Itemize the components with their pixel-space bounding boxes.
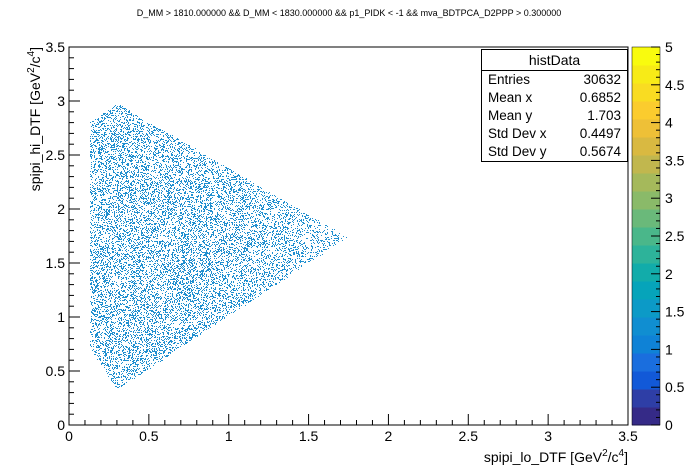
x-tick-label: 2 <box>385 428 393 444</box>
stats-label: Mean x <box>488 90 533 105</box>
stats-label: Std Dev x <box>488 126 547 141</box>
colorbar-segment <box>632 245 660 264</box>
y-tick-label: 1 <box>57 309 65 325</box>
colorbar-segment <box>632 47 660 66</box>
colorbar-segment <box>632 335 660 354</box>
plot-frame <box>68 46 629 426</box>
colorbar-tick-label: 3 <box>665 190 673 206</box>
stats-label: Std Dev y <box>488 144 547 159</box>
y-tick-label: 0 <box>57 417 65 433</box>
colorbar-segment <box>632 155 660 174</box>
y-tick-label: 2.5 <box>46 147 66 163</box>
colorbar-tick-label: 4 <box>665 115 673 131</box>
colorbar-segment <box>632 281 660 300</box>
stats-value: 0.5674 <box>579 144 621 159</box>
stats-box: histData Entries 30632 Mean x 0.6852 Mea… <box>481 49 628 162</box>
x-tick-label: 1.5 <box>299 428 319 444</box>
colorbar-tick-label: 2 <box>665 266 673 282</box>
stats-value: 0.4497 <box>579 126 621 141</box>
colorbar-segment <box>632 119 660 138</box>
stats-row-mean-x: Mean x 0.6852 <box>482 89 627 107</box>
colorbar-tick-label: 5 <box>665 39 673 55</box>
stats-label: Entries <box>488 72 531 87</box>
y-tick-label: 3 <box>57 93 65 109</box>
y-axis-title: spipi_hi_DTF [GeV2/c4] <box>26 47 43 191</box>
stats-value: 30632 <box>583 72 621 87</box>
stats-row-mean-y: Mean y 1.703 <box>482 107 627 125</box>
x-tick-label: 0.5 <box>139 428 159 444</box>
scatter-points <box>90 105 347 388</box>
colorbar-segment <box>632 407 660 426</box>
colorbar-segment <box>632 317 660 336</box>
colorbar-tick-label: 2.5 <box>665 228 685 244</box>
colorbar-tick-label: 1 <box>665 341 673 357</box>
colorbar-segment <box>632 209 660 228</box>
x-tick-label: 2.5 <box>459 428 479 444</box>
colorbar-tick-label: 3.5 <box>665 152 685 168</box>
colorbar-segment <box>632 263 660 282</box>
colorbar-segment <box>632 227 660 246</box>
colorbar-segment <box>632 173 660 192</box>
colorbar-segment <box>632 65 660 84</box>
colorbar-segment <box>632 389 660 408</box>
stats-value: 0.6852 <box>579 90 621 105</box>
stats-value: 1.703 <box>587 108 621 123</box>
colorbar-segment <box>632 371 660 390</box>
y-tick-label: 0.5 <box>46 363 66 379</box>
x-tick-label: 0 <box>65 428 73 444</box>
y-tick-label: 1.5 <box>46 255 66 271</box>
stats-label: Mean y <box>488 108 533 123</box>
colorbar-segment <box>632 353 660 372</box>
stats-row-entries: Entries 30632 <box>482 71 627 89</box>
y-tick-label: 3.5 <box>46 39 66 55</box>
colorbar-tick-label: 4.5 <box>665 77 685 93</box>
stats-title: histData <box>482 50 627 71</box>
colorbar-tick-label: 0 <box>665 417 673 433</box>
x-axis-title: spipi_lo_DTF [GeV2/c4] <box>484 448 628 465</box>
colorbar-segment <box>632 101 660 120</box>
x-tick-label: 1 <box>225 428 233 444</box>
x-tick-label: 3 <box>544 428 552 444</box>
colorbar-segment <box>632 299 660 318</box>
stats-row-stddev-x: Std Dev x 0.4497 <box>482 125 627 143</box>
colorbar-tick-label: 1.5 <box>665 304 685 320</box>
y-tick-label: 2 <box>57 201 65 217</box>
colorbar-segment <box>632 83 660 102</box>
colorbar-segment <box>632 191 660 210</box>
colorbar-segment <box>632 137 660 156</box>
colorbar-tick-label: 0.5 <box>665 379 685 395</box>
scatter-point-cloud <box>90 105 347 388</box>
x-tick-label: 3.5 <box>618 428 638 444</box>
chart-title: D_MM > 1810.000000 && D_MM < 1830.000000… <box>136 8 562 18</box>
stats-row-stddev-y: Std Dev y 0.5674 <box>482 143 627 161</box>
